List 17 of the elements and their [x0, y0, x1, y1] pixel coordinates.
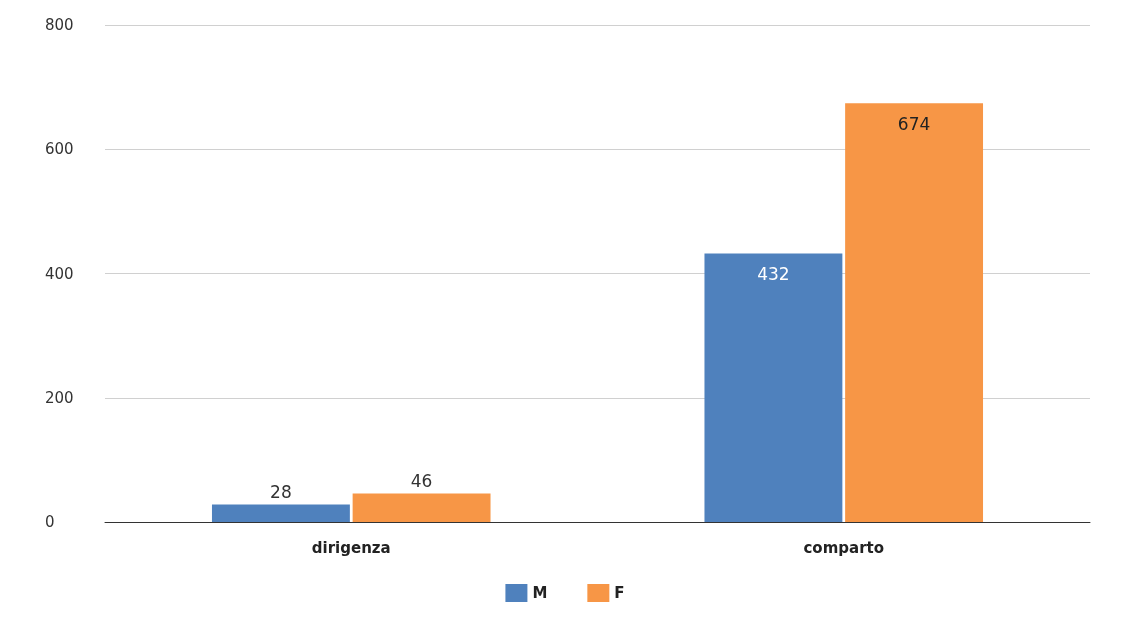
legend-label: F: [614, 584, 625, 602]
y-tick-label: 600: [45, 140, 74, 159]
bar: [211, 504, 350, 522]
y-tick-label: 200: [45, 388, 74, 407]
y-tick-label: 400: [45, 264, 74, 283]
x-tick-label: comparto: [803, 538, 885, 557]
data-label: 46: [410, 470, 433, 491]
bar: [845, 103, 984, 522]
data-label: 28: [270, 482, 292, 503]
y-tick-label: 800: [45, 16, 74, 34]
data-label: 432: [757, 264, 790, 285]
x-tick-label: dirigenza: [311, 538, 391, 557]
bar: [704, 253, 843, 522]
bar: [352, 493, 491, 522]
y-tick-label: 0: [45, 513, 55, 531]
data-label: 674: [897, 113, 931, 134]
legend-label: M: [532, 584, 548, 602]
